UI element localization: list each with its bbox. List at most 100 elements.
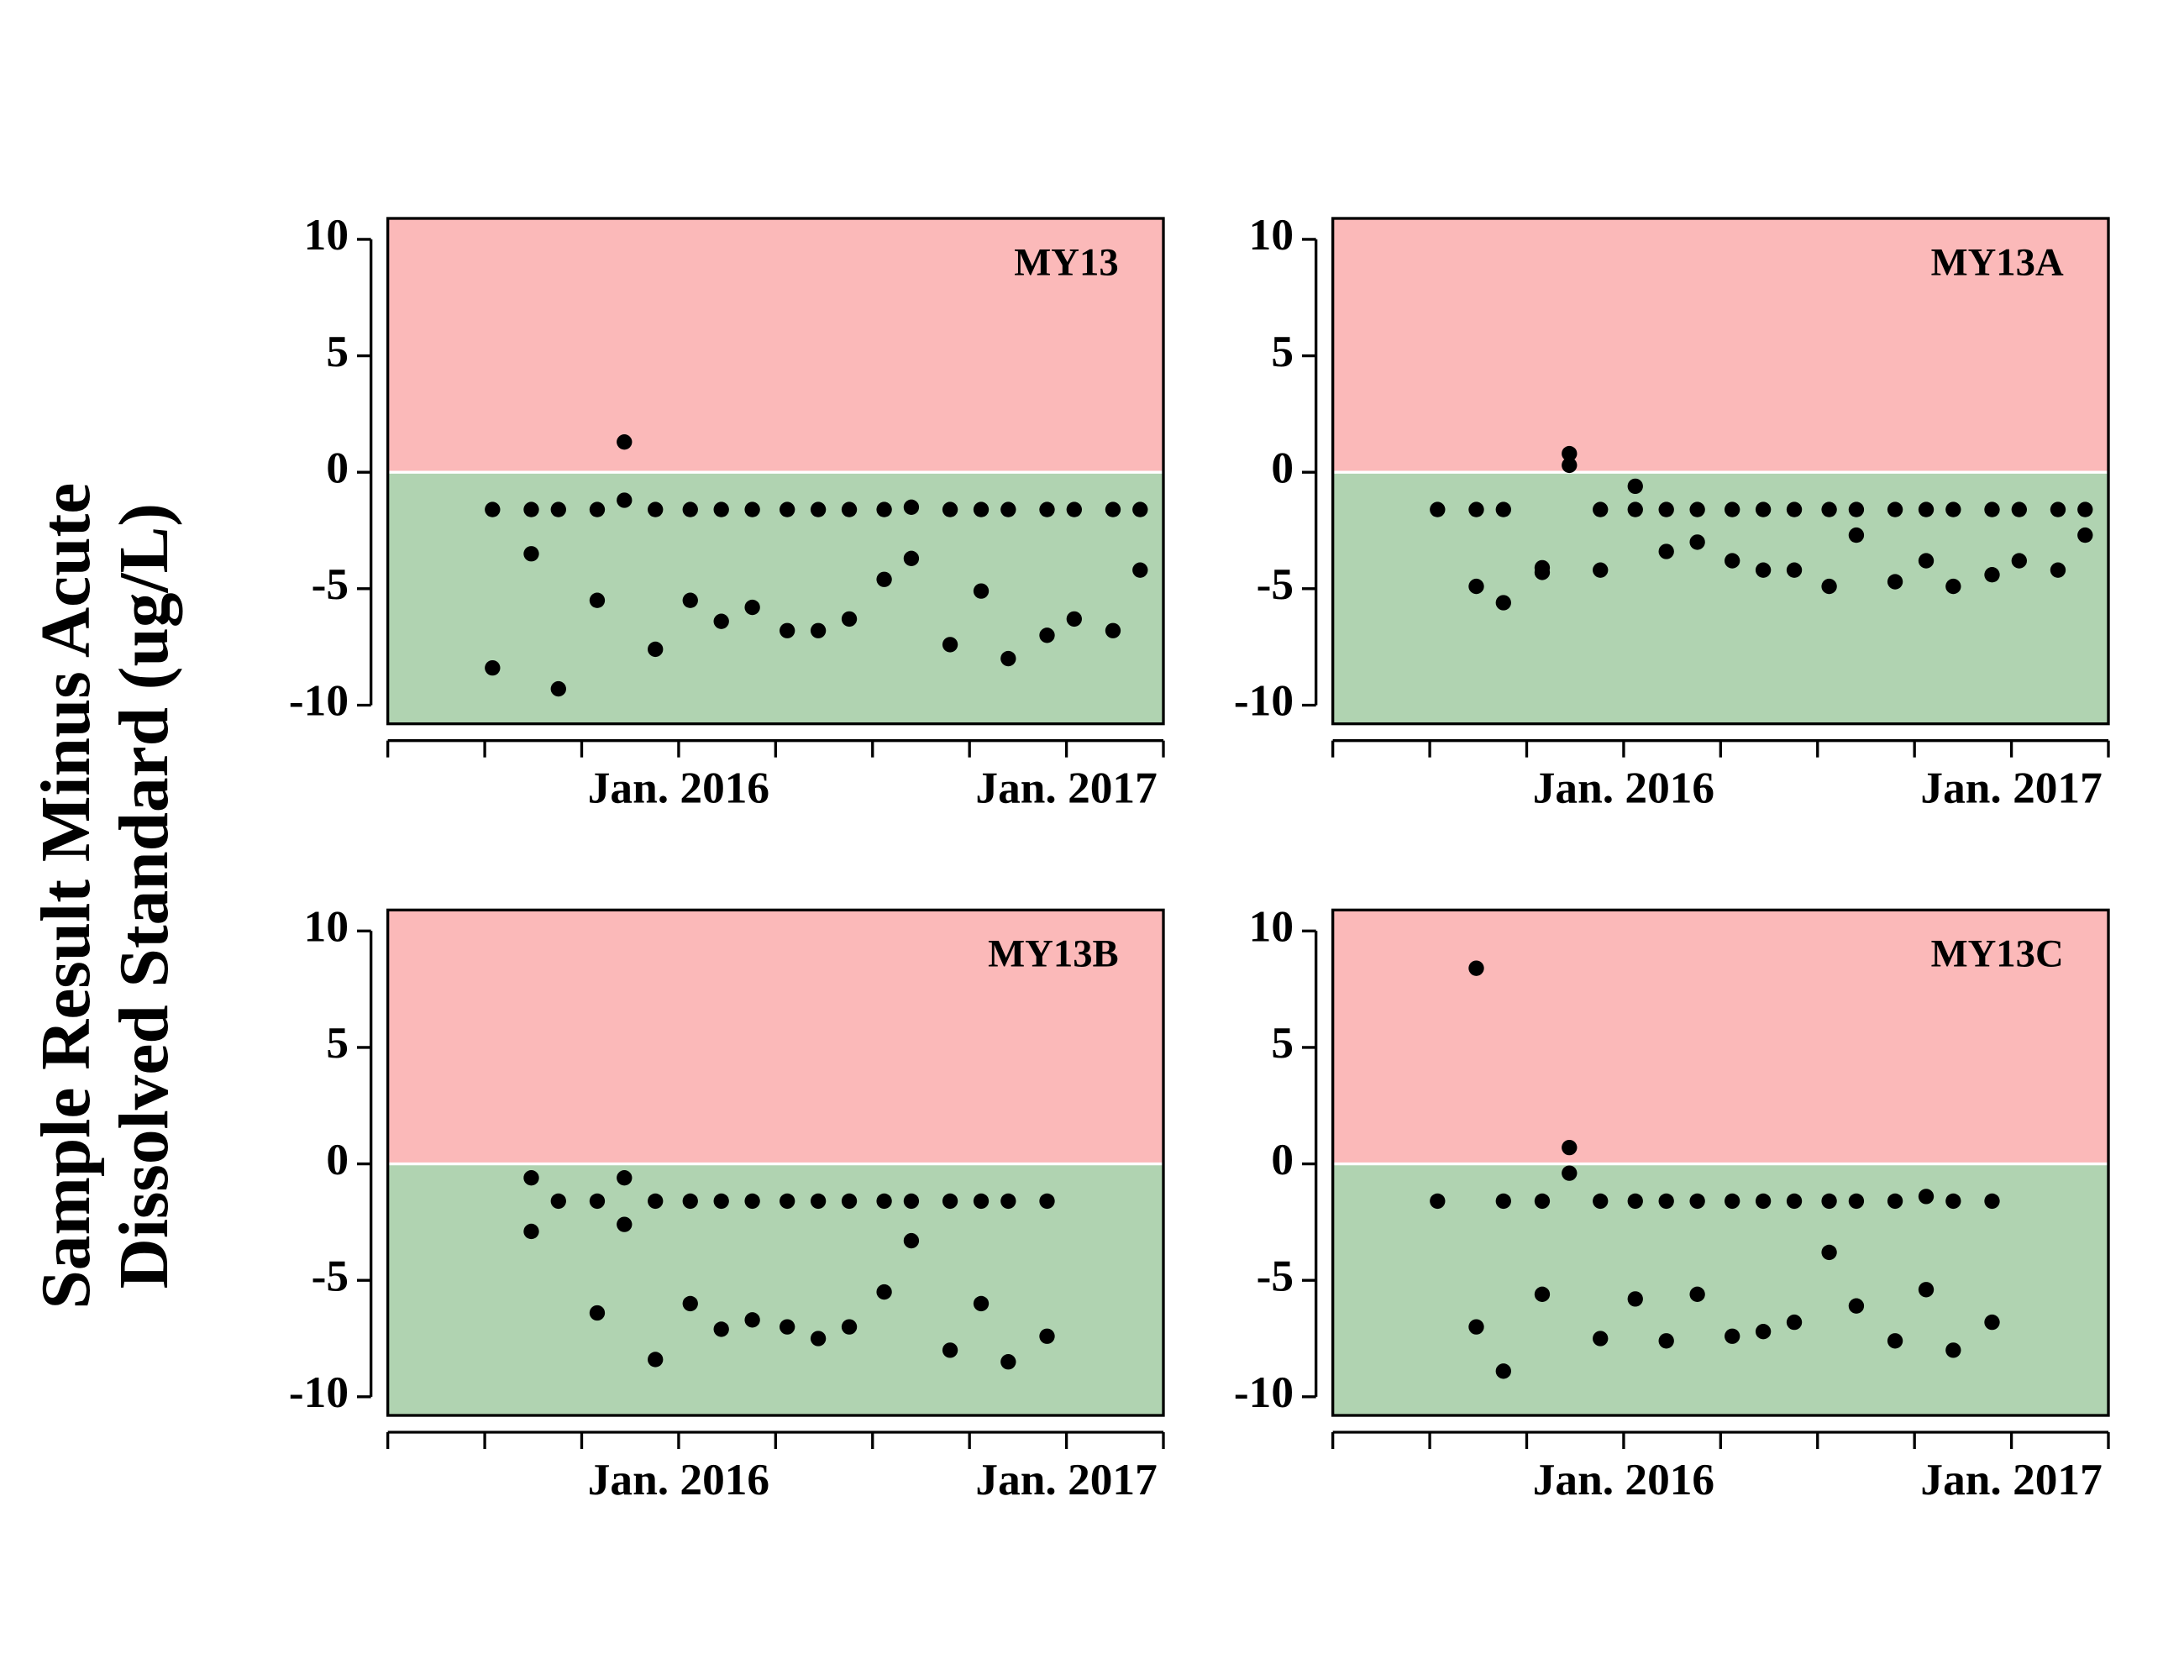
data-point bbox=[1918, 553, 1935, 569]
data-point bbox=[876, 1284, 892, 1300]
safe-region bbox=[387, 472, 1164, 724]
panel-title: MY13B bbox=[988, 932, 1119, 976]
data-point bbox=[1039, 501, 1055, 517]
data-point bbox=[810, 1331, 827, 1347]
data-point bbox=[523, 1223, 539, 1240]
data-point bbox=[744, 1193, 760, 1210]
exceed-region bbox=[1332, 910, 2108, 1164]
y-tick-label: -5 bbox=[312, 1250, 349, 1300]
panel-title: MY13A bbox=[1931, 240, 2064, 284]
data-point bbox=[1495, 1363, 1511, 1379]
data-point bbox=[1984, 567, 2000, 583]
data-point bbox=[780, 622, 795, 638]
data-point bbox=[1658, 501, 1674, 517]
data-point bbox=[1725, 501, 1740, 517]
data-point bbox=[903, 1232, 920, 1249]
data-point bbox=[1786, 1314, 1803, 1331]
plot-frame bbox=[1331, 217, 2110, 726]
data-point bbox=[973, 1295, 990, 1312]
data-point bbox=[942, 1193, 958, 1210]
data-point bbox=[942, 1342, 958, 1358]
data-point bbox=[1468, 578, 1484, 595]
data-point bbox=[1627, 478, 1643, 495]
data-point bbox=[1725, 1328, 1740, 1344]
data-point bbox=[810, 1193, 827, 1210]
data-point bbox=[903, 1193, 920, 1210]
data-point bbox=[903, 550, 920, 566]
x-tick-label: Jan. 2017 bbox=[1920, 763, 2102, 813]
data-point bbox=[1821, 501, 1837, 517]
data-point bbox=[744, 1312, 760, 1328]
data-point bbox=[876, 1193, 892, 1210]
data-point bbox=[1689, 534, 1705, 550]
data-point bbox=[1887, 574, 1903, 590]
data-point bbox=[780, 501, 795, 517]
data-point bbox=[1725, 1193, 1740, 1210]
data-point bbox=[1000, 650, 1016, 667]
panel-title: MY13 bbox=[1014, 240, 1118, 284]
data-point bbox=[523, 546, 539, 562]
plot-frame bbox=[386, 217, 1165, 726]
data-point bbox=[1627, 1193, 1643, 1210]
data-point bbox=[1984, 501, 2000, 517]
data-point bbox=[1468, 501, 1484, 517]
data-point bbox=[876, 571, 892, 587]
data-point bbox=[1887, 1333, 1903, 1349]
data-point bbox=[942, 501, 958, 517]
x-tick-label: Jan. 2016 bbox=[1533, 763, 1714, 813]
data-point bbox=[1755, 1324, 1772, 1340]
data-point bbox=[1658, 543, 1674, 559]
data-point bbox=[1918, 1189, 1935, 1205]
data-point bbox=[1689, 501, 1705, 517]
data-point bbox=[841, 1193, 858, 1210]
data-point bbox=[713, 501, 729, 517]
data-point bbox=[1132, 562, 1148, 578]
data-point bbox=[1887, 1193, 1903, 1210]
data-point bbox=[485, 659, 501, 676]
data-point bbox=[589, 1193, 606, 1210]
data-point bbox=[682, 1295, 698, 1312]
y-tick-label: -5 bbox=[1257, 1250, 1294, 1300]
data-point bbox=[841, 501, 858, 517]
data-point bbox=[1066, 501, 1082, 517]
data-point bbox=[589, 592, 606, 608]
data-point bbox=[1468, 1319, 1484, 1335]
data-point bbox=[1848, 1193, 1865, 1210]
data-point bbox=[1430, 1193, 1446, 1210]
y-tick-label: 5 bbox=[1271, 1017, 1294, 1068]
data-point bbox=[2077, 501, 2093, 517]
data-point bbox=[1848, 1298, 1865, 1314]
data-point bbox=[1689, 1286, 1705, 1302]
data-point bbox=[1000, 501, 1016, 517]
data-point bbox=[1945, 501, 1961, 517]
data-point bbox=[1593, 501, 1609, 517]
data-point bbox=[1495, 501, 1511, 517]
data-point bbox=[876, 501, 892, 517]
data-point bbox=[617, 492, 633, 508]
data-point bbox=[1658, 1333, 1674, 1349]
data-point bbox=[1821, 1193, 1837, 1210]
data-point bbox=[1562, 445, 1578, 462]
data-point bbox=[1689, 1193, 1705, 1210]
data-point bbox=[2050, 501, 2066, 517]
data-point bbox=[744, 599, 760, 616]
data-point bbox=[523, 1170, 539, 1186]
safe-region bbox=[1332, 1163, 2108, 1415]
data-point bbox=[1984, 1314, 2000, 1331]
x-tick-label: Jan. 2016 bbox=[1533, 1454, 1714, 1504]
plot-frame bbox=[386, 908, 1165, 1417]
data-point bbox=[589, 1305, 606, 1321]
data-point bbox=[942, 637, 958, 653]
data-point bbox=[1821, 578, 1837, 595]
data-point bbox=[903, 499, 920, 515]
data-point bbox=[682, 592, 698, 608]
data-point bbox=[744, 501, 760, 517]
data-point bbox=[1848, 501, 1865, 517]
data-point bbox=[648, 1193, 664, 1210]
data-point bbox=[1562, 1165, 1578, 1181]
data-point bbox=[648, 641, 664, 658]
data-point bbox=[1627, 1291, 1643, 1307]
data-point bbox=[1495, 595, 1511, 611]
y-tick-label: -10 bbox=[289, 1367, 349, 1417]
